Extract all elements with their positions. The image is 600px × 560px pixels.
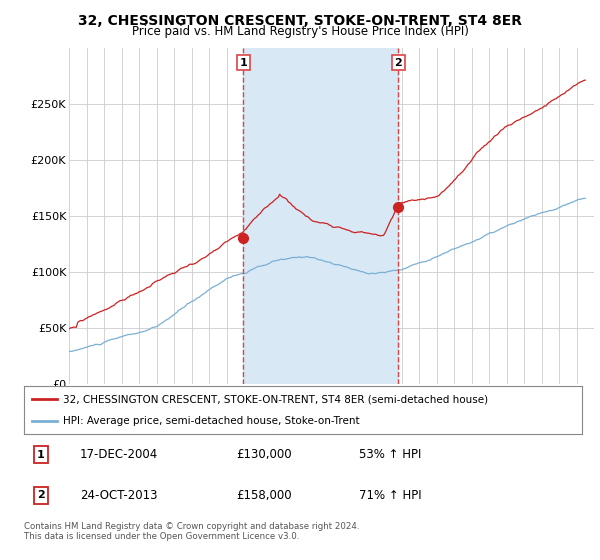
Text: 24-OCT-2013: 24-OCT-2013 [80,489,157,502]
Text: 1: 1 [37,450,44,460]
Text: 53% ↑ HPI: 53% ↑ HPI [359,448,421,461]
Text: Contains HM Land Registry data © Crown copyright and database right 2024.
This d: Contains HM Land Registry data © Crown c… [24,522,359,542]
Text: £130,000: £130,000 [236,448,292,461]
Text: 17-DEC-2004: 17-DEC-2004 [80,448,158,461]
Text: 1: 1 [239,58,247,68]
Text: 2: 2 [394,58,402,68]
Text: 32, CHESSINGTON CRESCENT, STOKE-ON-TRENT, ST4 8ER (semi-detached house): 32, CHESSINGTON CRESCENT, STOKE-ON-TRENT… [63,394,488,404]
Text: 32, CHESSINGTON CRESCENT, STOKE-ON-TRENT, ST4 8ER: 32, CHESSINGTON CRESCENT, STOKE-ON-TRENT… [78,14,522,28]
Text: £158,000: £158,000 [236,489,292,502]
Text: Price paid vs. HM Land Registry's House Price Index (HPI): Price paid vs. HM Land Registry's House … [131,25,469,38]
Bar [244,48,398,384]
Text: 71% ↑ HPI: 71% ↑ HPI [359,489,421,502]
Text: HPI: Average price, semi-detached house, Stoke-on-Trent: HPI: Average price, semi-detached house,… [63,416,359,426]
Text: 2: 2 [37,490,44,500]
